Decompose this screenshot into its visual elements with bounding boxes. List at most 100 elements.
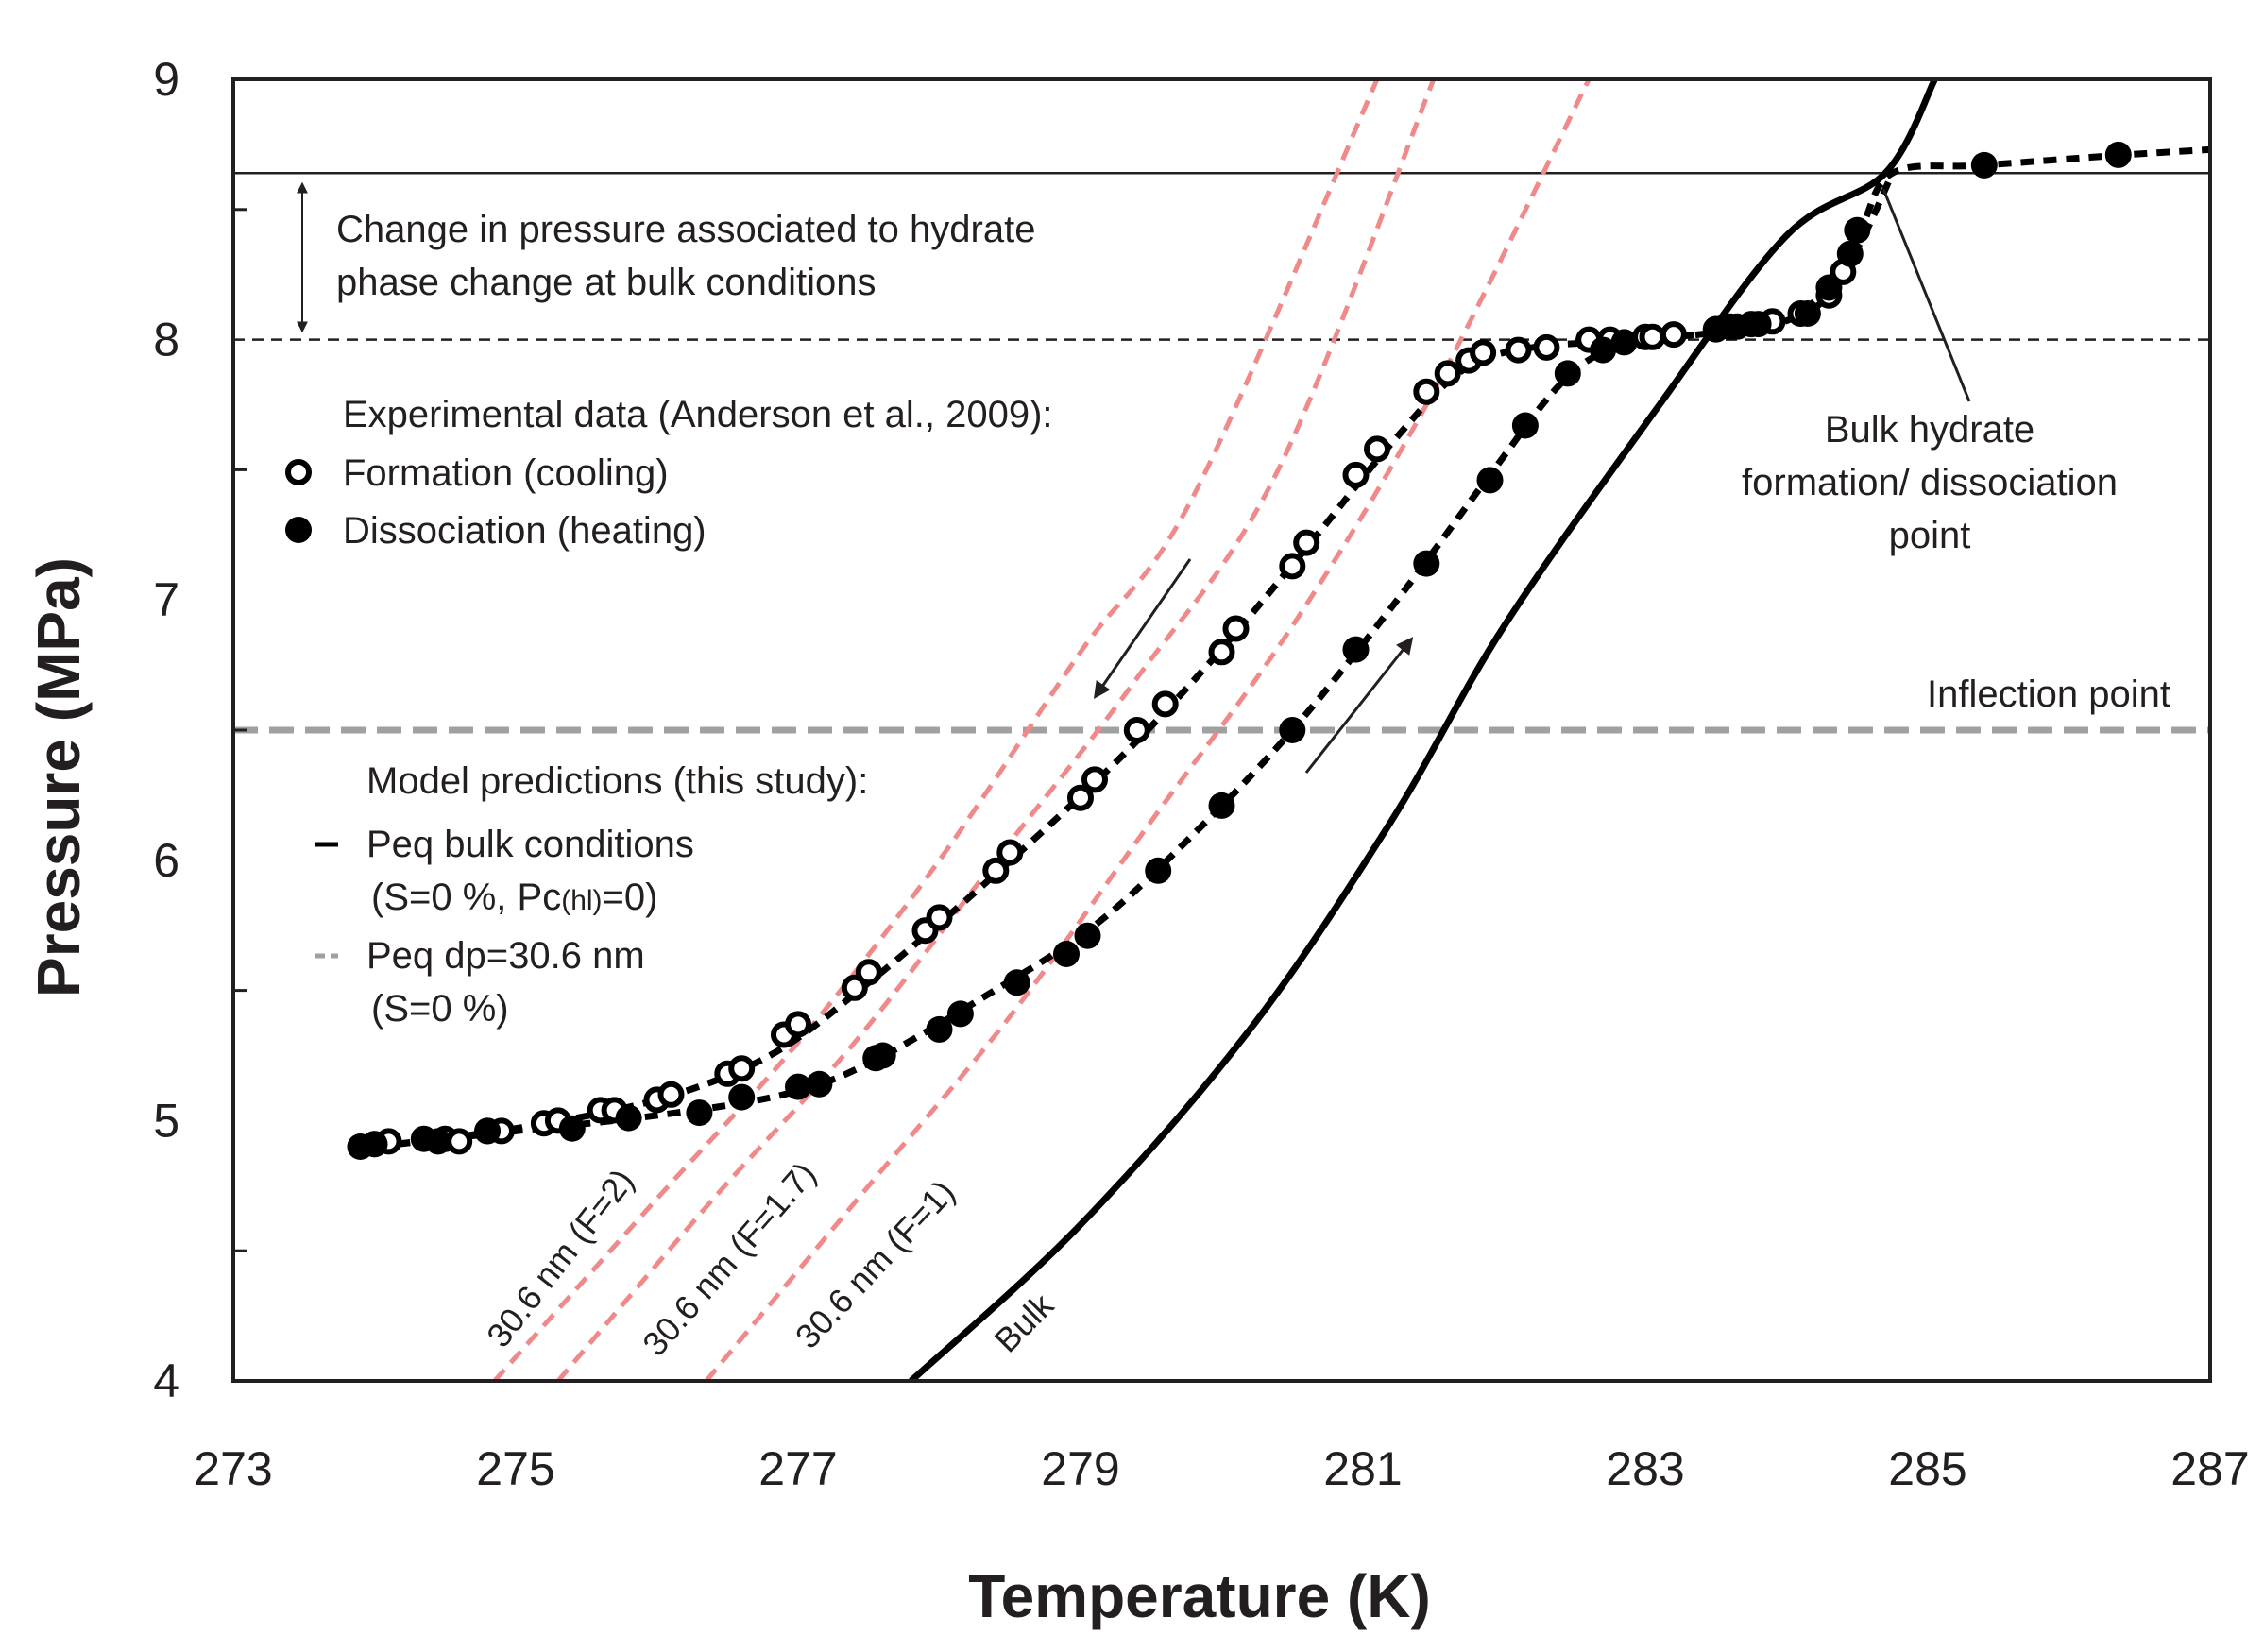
series-line-model-fit-cooling xyxy=(374,171,1896,1150)
dissociation-point-7 xyxy=(686,1099,713,1127)
dissociation-point-12 xyxy=(869,1042,896,1069)
dissociation-point-28 xyxy=(1702,315,1729,343)
dissociation-point-10 xyxy=(806,1070,833,1098)
curve-label-f1: 30.6 nm (F=1) xyxy=(788,1172,962,1355)
dissociation-point-36 xyxy=(2104,141,2132,168)
marker-layer xyxy=(347,141,2132,1160)
cooling-direction-arrow xyxy=(1093,558,1192,699)
dissociation-point-20 xyxy=(1279,717,1306,743)
dissociation-point-33 xyxy=(1836,240,1864,267)
x-tick-label-283: 283 xyxy=(1606,1442,1684,1495)
formation-point-3 xyxy=(446,1128,473,1155)
x-tick-label-277: 277 xyxy=(758,1442,837,1495)
x-axis-title: Temperature (K) xyxy=(968,1562,1431,1630)
legend-model-title: Model predictions (this study): xyxy=(366,760,868,802)
legend-experimental-title: Experimental data (Anderson et al., 2009… xyxy=(343,394,1053,435)
x-tick-label-275: 275 xyxy=(476,1442,554,1495)
bulk-point-label-line3: point xyxy=(1889,515,1971,556)
formation-point-30 xyxy=(1342,461,1370,488)
formation-point-29 xyxy=(1293,529,1320,556)
formation-point-19 xyxy=(926,904,953,931)
x-tick-label-281: 281 xyxy=(1323,1442,1402,1495)
legend-formation-label: Formation (cooling) xyxy=(343,452,669,494)
dissociation-point-13 xyxy=(926,1015,953,1043)
y-tick-label-4: 4 xyxy=(153,1354,179,1407)
formation-point-42 xyxy=(1660,321,1687,349)
dissociation-point-32 xyxy=(1815,274,1843,301)
bulk-point-leader xyxy=(1881,188,1971,402)
dissociation-point-18 xyxy=(1145,857,1172,884)
formation-point-26 xyxy=(1208,639,1235,666)
dissociation-point-9 xyxy=(785,1073,811,1100)
y-tick-label-9: 9 xyxy=(153,53,179,106)
dissociation-point-16 xyxy=(1053,941,1080,967)
dissociation-point-4 xyxy=(474,1117,502,1145)
y-tick-label-7: 7 xyxy=(153,573,179,626)
x-tick-label-287: 287 xyxy=(2170,1442,2249,1495)
y-tick-label-8: 8 xyxy=(153,314,179,366)
curve-label-f2: 30.6 nm (F=2) xyxy=(479,1162,641,1354)
y-axis-title: Pressure (MPa) xyxy=(25,557,93,997)
x-tick-label-285: 285 xyxy=(1888,1442,1966,1495)
legend-marker-formation xyxy=(285,459,312,485)
dissociation-point-15 xyxy=(1003,969,1030,996)
formation-point-16 xyxy=(841,974,868,1001)
legend-peq-dp-condition: (S=0 %) xyxy=(371,988,509,1030)
series-line-peq-bulk-conditions xyxy=(909,79,1938,1381)
dissociation-point-34 xyxy=(1844,216,1871,244)
formation-point-15 xyxy=(785,1011,811,1038)
dissociation-point-6 xyxy=(615,1104,642,1132)
formation-point-25 xyxy=(1151,690,1179,718)
formation-point-27 xyxy=(1222,615,1250,642)
dissociation-point-19 xyxy=(1208,792,1235,819)
formation-point-36 xyxy=(1505,336,1532,364)
bulk-point-label-line2: formation/ dissociation xyxy=(1742,462,2118,503)
formation-point-32 xyxy=(1413,378,1440,405)
formation-point-20 xyxy=(982,857,1010,884)
pressure-change-annotation-line1: Change in pressure associated to hydrate xyxy=(336,209,1035,250)
formation-point-31 xyxy=(1364,435,1390,463)
heating-direction-arrow xyxy=(1304,637,1414,774)
dissociation-point-3 xyxy=(424,1128,451,1155)
dissociation-point-17 xyxy=(1074,922,1101,949)
formation-point-41 xyxy=(1639,323,1666,350)
legend-peq-bulk-condition: (S=0 %, Pc(hl)=0) xyxy=(371,877,657,918)
formation-point-22 xyxy=(1067,784,1094,811)
x-tick-label-273: 273 xyxy=(194,1442,272,1495)
legend: Experimental data (Anderson et al., 2009… xyxy=(285,394,1053,1030)
bulk-point-label-line1: Bulk hydrate xyxy=(1825,409,2034,451)
dissociation-point-14 xyxy=(946,1000,974,1028)
curve-label-bulk: Bulk xyxy=(987,1285,1062,1359)
dissociation-point-22 xyxy=(1413,550,1440,577)
series-line-30-6-nm-f-2 xyxy=(492,79,1380,1381)
formation-point-35 xyxy=(1470,339,1497,366)
legend-peq-bulk-label: Peq bulk conditions xyxy=(366,824,694,865)
inflection-point-label: Inflection point xyxy=(1927,673,2170,715)
dissociation-point-24 xyxy=(1511,412,1539,439)
y-tick-label-6: 6 xyxy=(153,834,179,887)
dissociation-point-23 xyxy=(1476,467,1504,494)
formation-point-23 xyxy=(1081,766,1108,793)
formation-point-11 xyxy=(657,1081,685,1108)
dissociation-point-21 xyxy=(1342,636,1370,663)
series-line-model-fit-heating xyxy=(374,145,2210,1150)
x-tick-label-279: 279 xyxy=(1041,1442,1119,1495)
dissociation-point-5 xyxy=(558,1115,586,1142)
dissociation-point-26 xyxy=(1590,336,1617,364)
formation-point-37 xyxy=(1533,333,1560,361)
dissociation-point-27 xyxy=(1610,329,1638,356)
legend-marker-dissociation xyxy=(285,517,312,543)
formation-point-17 xyxy=(855,959,882,986)
dissociation-point-8 xyxy=(728,1083,756,1111)
pressure-change-annotation-line2: phase change at bulk conditions xyxy=(336,262,877,303)
formation-point-21 xyxy=(996,839,1024,866)
legend-peq-dp-label: Peq dp=30.6 nm xyxy=(366,935,645,977)
dissociation-point-25 xyxy=(1554,360,1581,387)
formation-point-28 xyxy=(1279,553,1306,580)
formation-point-13 xyxy=(728,1055,756,1082)
formation-point-33 xyxy=(1434,360,1461,387)
y-tick-label-5: 5 xyxy=(153,1094,179,1147)
formation-point-24 xyxy=(1123,717,1150,743)
dissociation-point-31 xyxy=(1794,300,1821,327)
